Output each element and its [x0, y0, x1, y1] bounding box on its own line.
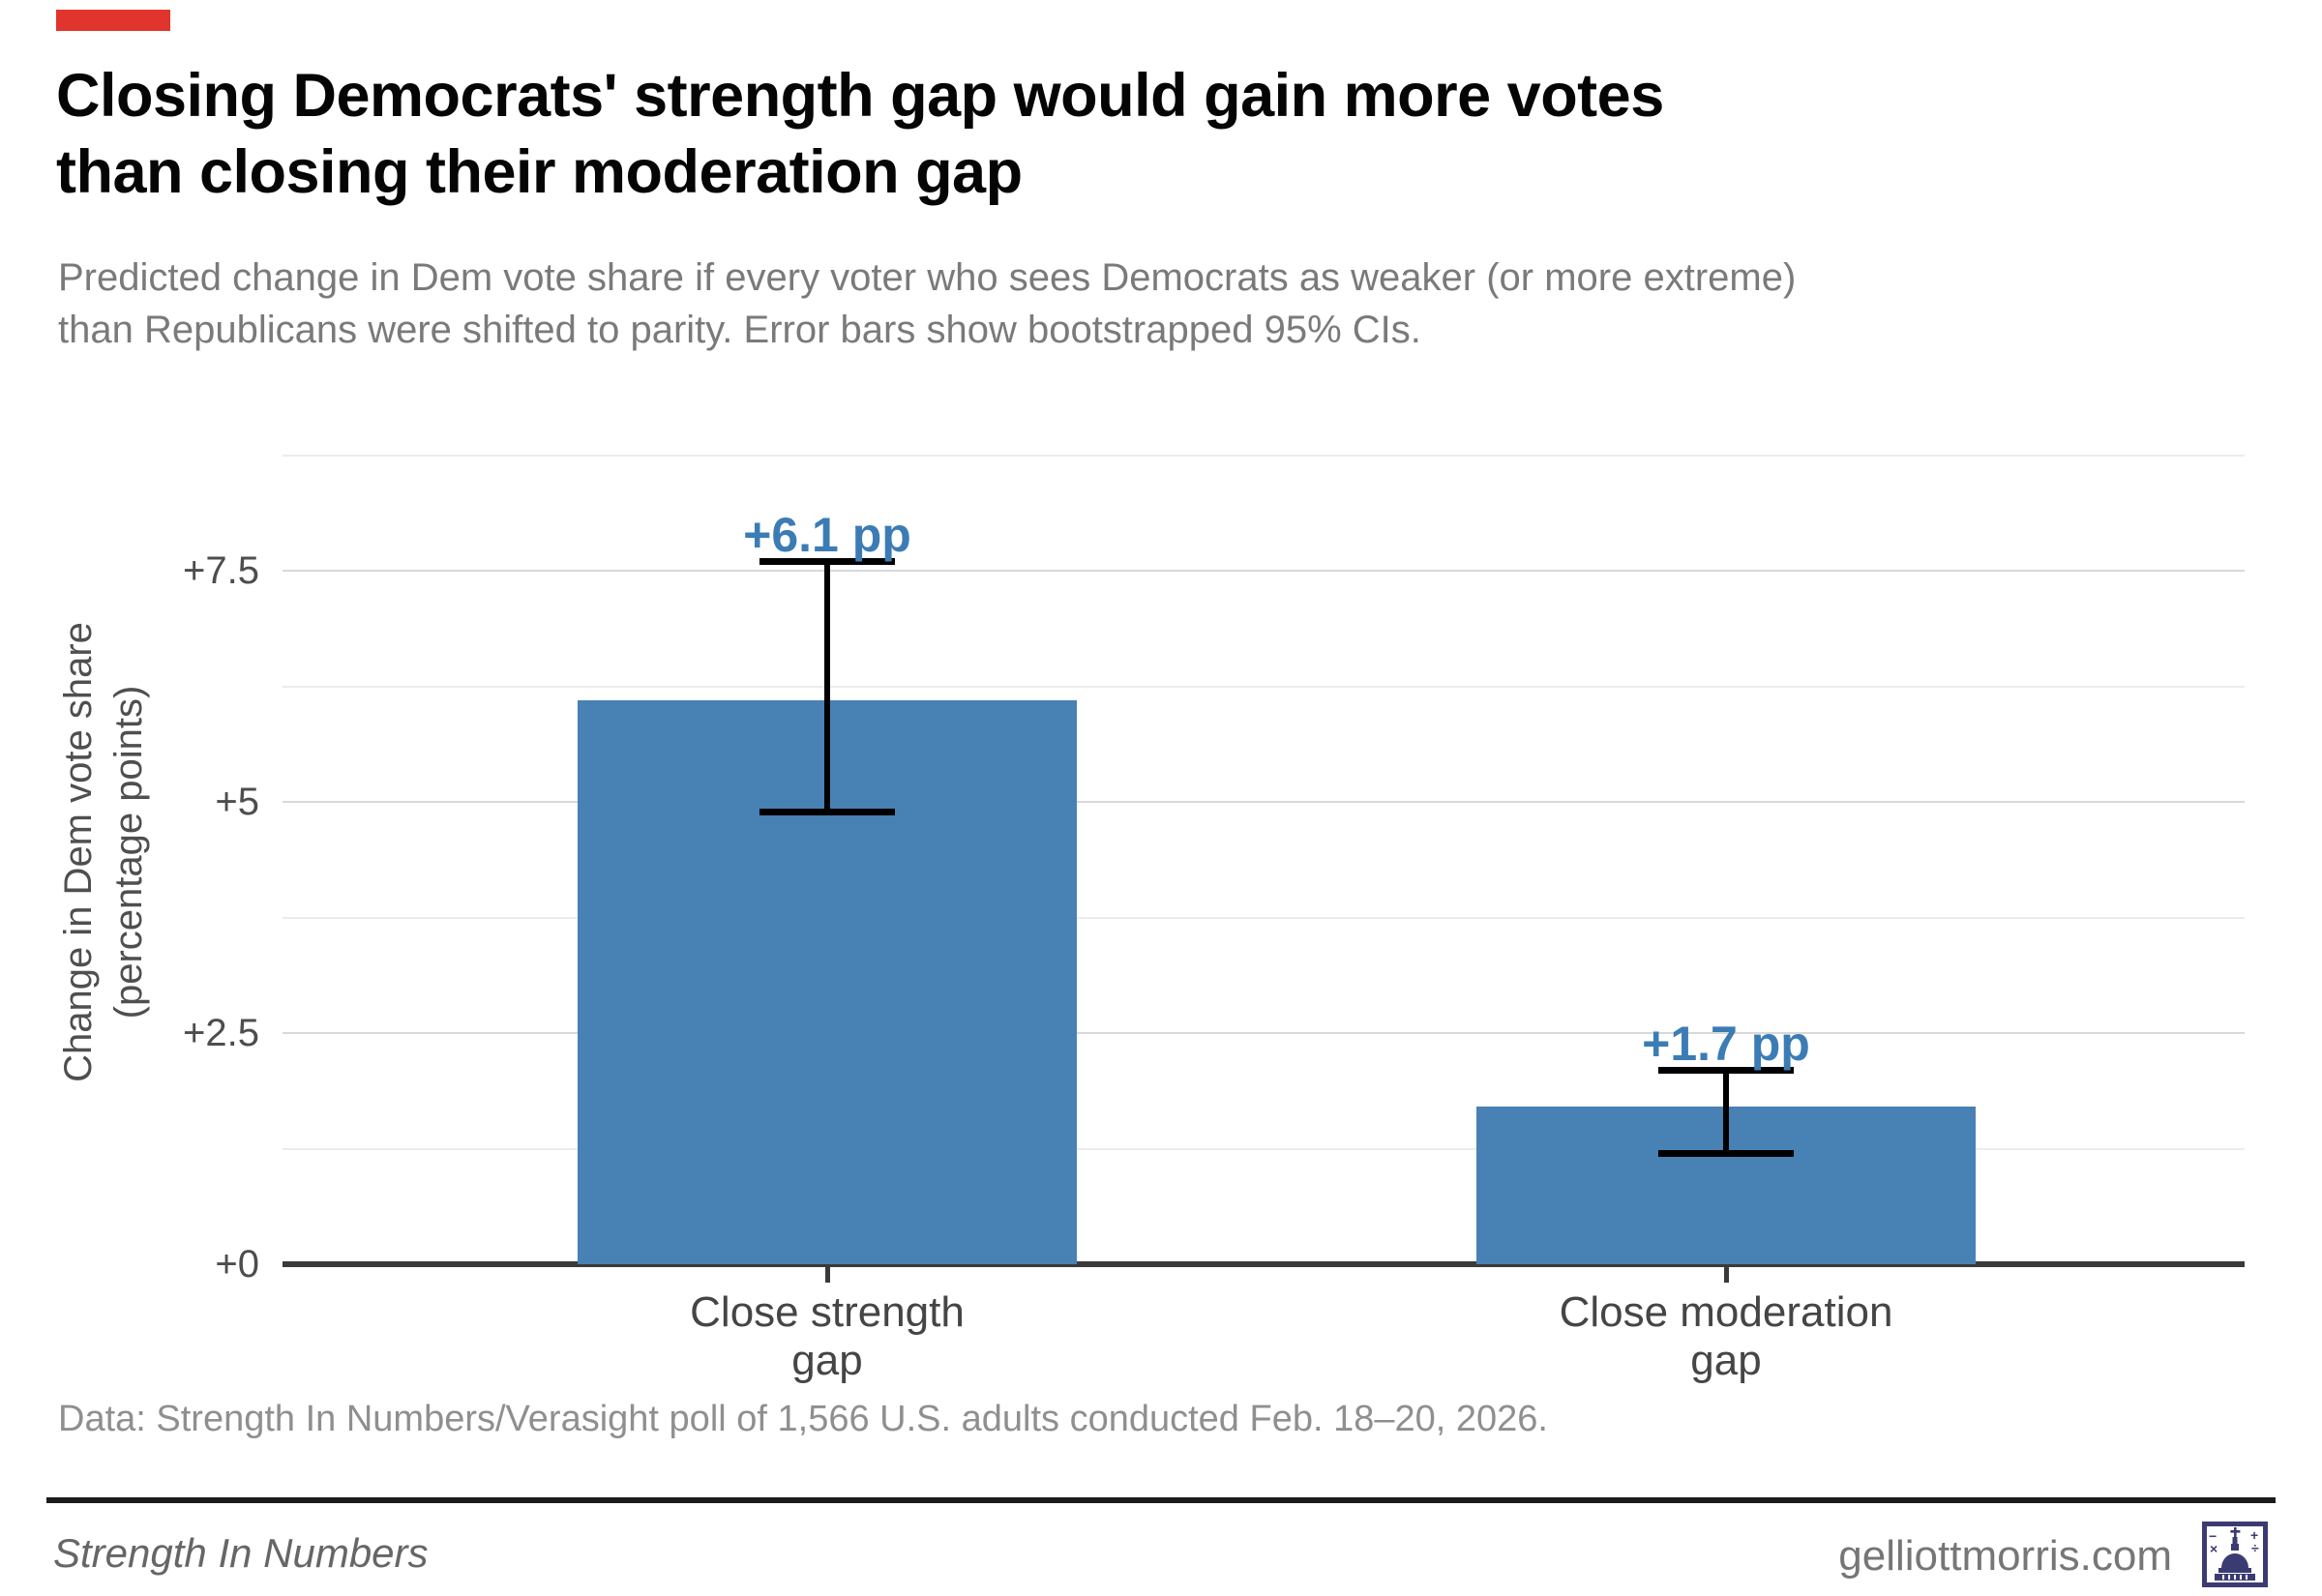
y-tick-label: +0 [215, 1243, 259, 1286]
x-category-label-line: gap [791, 1337, 863, 1384]
x-tick-mark [825, 1267, 830, 1283]
error-bar-cap-bottom [759, 808, 895, 815]
bar-value-label: +6.1 pp [743, 508, 911, 563]
error-bar-line [824, 561, 830, 812]
x-category-label: Close moderation gap [1474, 1288, 1978, 1385]
x-category-label-line: Close strength [690, 1288, 965, 1336]
x-axis-line [283, 1261, 2245, 1267]
svg-text:×: × [2210, 1541, 2218, 1556]
chart-subtitle: Predicted change in Dem vote share if ev… [58, 251, 2293, 356]
gridline-major [283, 570, 2245, 572]
x-category-label: Close strength gap [576, 1288, 1079, 1385]
chart-subtitle-line2: than Republicans were shifted to parity.… [58, 309, 1421, 351]
chart-title: Closing Democrats' strength gap would ga… [56, 58, 2281, 211]
error-bar-cap-top [1658, 1067, 1794, 1075]
gridline-minor [283, 1147, 2245, 1150]
capitol-dome-icon: − × + ÷ [2202, 1522, 2268, 1587]
brand-accent-bar [56, 10, 170, 31]
footer-brand-name: Strength In Numbers [53, 1530, 429, 1576]
footer-website-link[interactable]: gelliottmorris.com [1838, 1532, 2172, 1580]
svg-text:÷: ÷ [2251, 1540, 2259, 1555]
gridline-minor [283, 916, 2245, 919]
svg-text:−: − [2209, 1528, 2217, 1544]
gridline-major [283, 1032, 2245, 1034]
y-tick-label: +2.5 [183, 1012, 259, 1054]
y-tick-label: +5 [215, 781, 259, 823]
x-category-label-line: gap [1690, 1337, 1762, 1384]
y-axis-title-line2: (percentage points) [107, 685, 150, 1020]
chart-title-line1: Closing Democrats' strength gap would ga… [56, 62, 1664, 130]
gridline-minor [283, 685, 2245, 688]
chart-title-line2: than closing their moderation gap [56, 138, 1023, 206]
error-bar-line [1723, 1070, 1729, 1154]
error-bar-cap-bottom [1658, 1150, 1794, 1158]
svg-text:+: + [2250, 1527, 2258, 1543]
chart-subtitle-line1: Predicted change in Dem vote share if ev… [58, 256, 1797, 299]
y-tick-label: +7.5 [183, 549, 259, 592]
footer-divider [46, 1497, 2276, 1503]
gridline-major [283, 801, 2245, 803]
gridline-minor [283, 454, 2245, 457]
bar-value-label: +1.7 pp [1642, 1017, 1810, 1072]
x-tick-mark [1724, 1267, 1729, 1283]
data-source-note: Data: Strength In Numbers/Verasight poll… [58, 1399, 1548, 1439]
x-category-label-line: Close moderation [1559, 1288, 1893, 1336]
error-bar-cap-top [759, 558, 895, 566]
